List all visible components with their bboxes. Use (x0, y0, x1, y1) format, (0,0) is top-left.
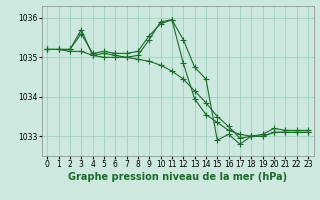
X-axis label: Graphe pression niveau de la mer (hPa): Graphe pression niveau de la mer (hPa) (68, 172, 287, 182)
